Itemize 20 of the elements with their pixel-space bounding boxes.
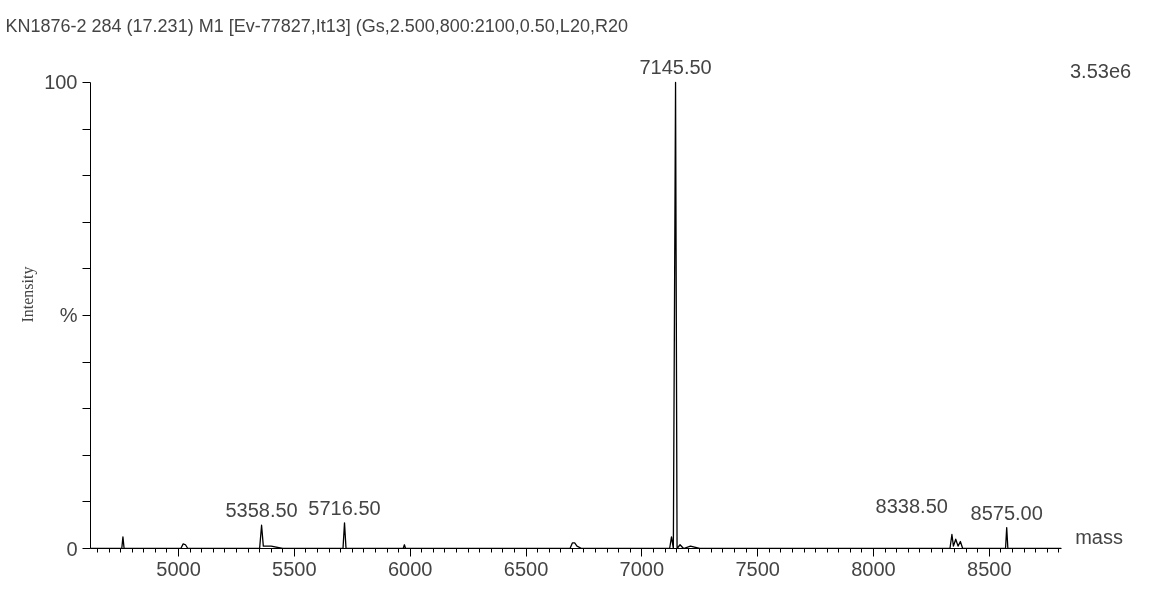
annotation: 5358.50	[225, 499, 298, 522]
annotation: 8338.50	[875, 494, 948, 517]
annotation: 5716.50	[308, 496, 381, 519]
x-tick-label: 8500	[967, 557, 1012, 580]
y-tick-label: %	[59, 304, 78, 327]
x-axis-title: mass	[1075, 525, 1123, 548]
x-tick-label: 6500	[503, 557, 549, 580]
x-tick-label: 8000	[851, 557, 896, 580]
x-tick-label: 7500	[735, 557, 780, 580]
x-tick-label: 5000	[156, 557, 201, 580]
annotation: 7145.50	[639, 56, 712, 79]
y-axis-title: Intensity	[19, 266, 38, 323]
x-tick-label: 7000	[619, 557, 665, 580]
text: 3.53e6	[1069, 60, 1132, 83]
y-tick-label: 0	[66, 537, 78, 560]
chart-title: KN1876-2 284 (17.231) M1 [Ev-77827,It13] (Gs,2.500,800:2100,0.50,L20,R20	[5, 15, 628, 36]
annotation: 8575.00	[970, 501, 1043, 524]
x-tick-label: 5500	[272, 557, 317, 580]
x-tick-label: 6000	[387, 557, 433, 580]
y-tick-label: 100	[44, 71, 78, 94]
